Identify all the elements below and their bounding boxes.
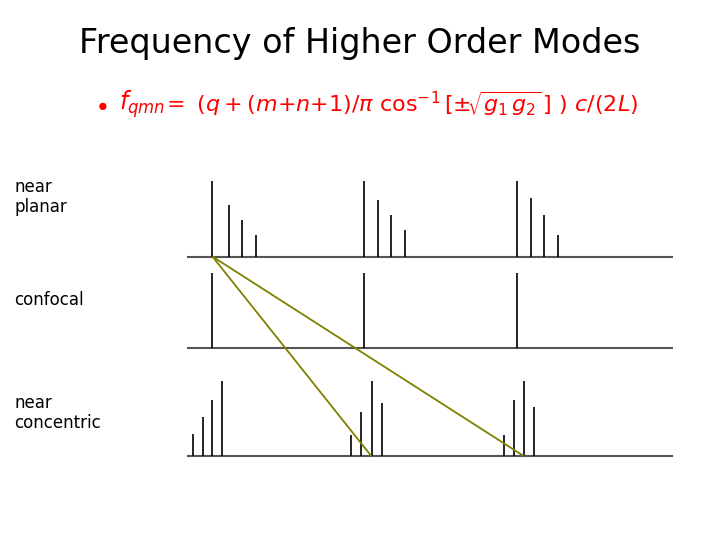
Text: $\bullet$: $\bullet$ [94, 93, 107, 117]
Text: near
planar: near planar [14, 178, 67, 217]
Text: near
concentric: near concentric [14, 394, 101, 433]
Text: $f_{qmn}$: $f_{qmn}$ [119, 88, 165, 119]
Text: Frequency of Higher Order Modes: Frequency of Higher Order Modes [79, 27, 641, 60]
Text: $=\ (q + (m{+}n{+}1)/\pi\ \cos^{-1}[\pm\!\sqrt{g_1\,g_2}\,]\ )\ c/(2L)$: $=\ (q + (m{+}n{+}1)/\pi\ \cos^{-1}[\pm\… [162, 90, 638, 118]
Text: confocal: confocal [14, 291, 84, 309]
